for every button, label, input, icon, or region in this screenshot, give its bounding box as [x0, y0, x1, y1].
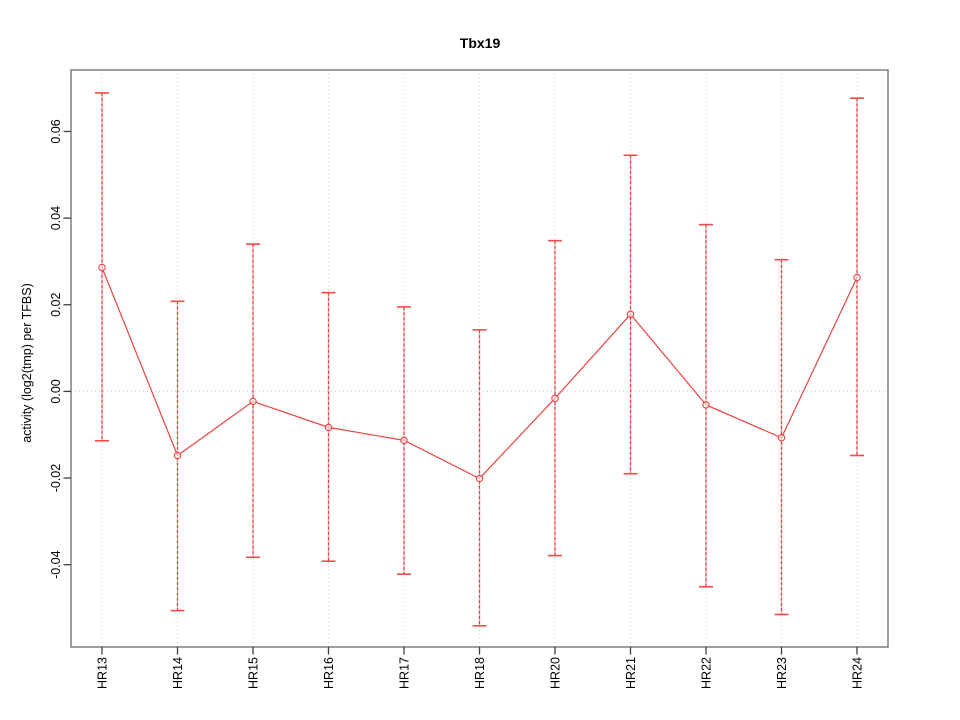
x-axis-tick-label: HR20: [549, 657, 563, 689]
y-axis-tick-label: -0.02: [49, 464, 63, 493]
data-point: [777, 434, 786, 442]
y-axis-tick-label: 0.02: [49, 293, 63, 317]
x-axis-tick-label: HR15: [247, 657, 261, 689]
x-axis-tick-label: HR21: [624, 657, 638, 689]
data-point: [626, 310, 635, 319]
data-point: [173, 451, 182, 460]
data-point: [702, 401, 710, 409]
data-point: [249, 397, 257, 406]
data-point: [400, 436, 408, 445]
x-axis-tick-label: HR17: [398, 657, 412, 689]
x-axis-tick-label: HR16: [322, 657, 336, 689]
data-point: [551, 394, 559, 403]
chart-title: Tbx19: [459, 35, 501, 51]
y-axis-tick-label: 0.00: [49, 379, 63, 403]
x-axis-tick-label: HR24: [851, 657, 865, 689]
x-axis-tick-label: HR18: [473, 657, 487, 689]
x-axis-tick-label: HR14: [171, 657, 185, 689]
x-axis-tick-label: HR23: [775, 657, 789, 689]
x-axis-tick-label: HR22: [700, 657, 714, 689]
y-axis-tick-label: -0.04: [49, 550, 63, 579]
y-axis-tick-label: 0.06: [49, 119, 63, 143]
data-point: [475, 474, 484, 483]
data-point: [324, 423, 333, 432]
x-axis-tick-label: HR13: [96, 657, 110, 689]
data-point: [853, 273, 861, 282]
data-point: [98, 263, 106, 272]
y-axis-tick-label: 0.04: [49, 206, 63, 230]
